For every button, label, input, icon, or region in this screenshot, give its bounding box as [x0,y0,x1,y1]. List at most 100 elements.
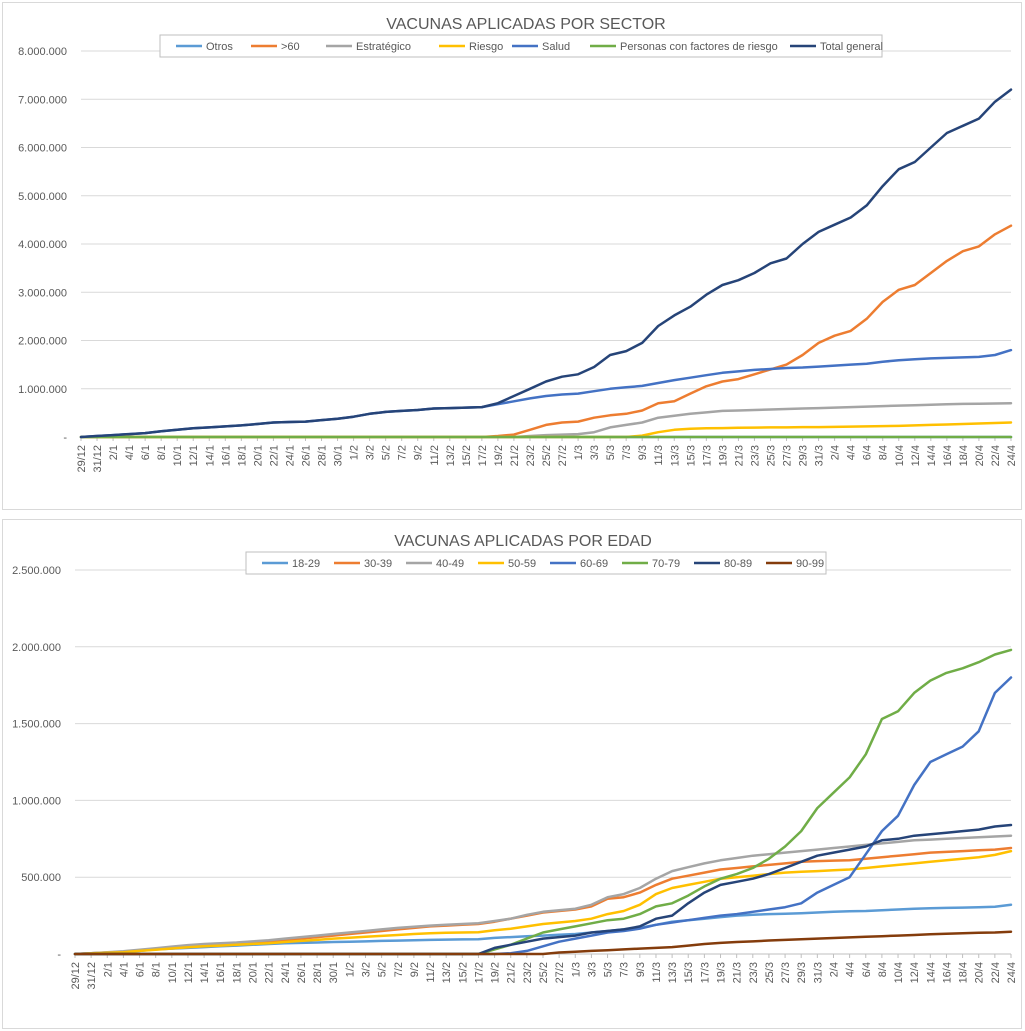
x-tick-label: 19/3 [717,445,729,466]
x-tick-label: 13/3 [667,962,679,983]
x-tick-label: 31/12 [92,445,104,473]
x-tick-label: 6/4 [862,445,874,460]
x-tick-label: 17/2 [477,445,489,466]
x-tick-label: 8/1 [156,445,168,460]
x-tick-label: 20/4 [974,962,986,983]
x-tick-label: 19/2 [490,962,502,983]
x-tick-label: 29/3 [798,445,810,466]
x-tick-label: 6/1 [135,962,147,977]
x-tick-label: 12/1 [183,962,195,983]
legend-label: 40-49 [436,558,464,570]
chart-sector: VACUNAS APLICADAS POR SECTOR - 1.000.000 2.… [18,16,1018,473]
x-tick-label: 7/3 [621,445,633,460]
y-tick-label: - [57,949,61,961]
x-tick-label: 26/1 [300,445,312,466]
x-tick-label: 29/3 [796,962,808,983]
x-tick-label: 25/3 [764,962,776,983]
x-tick-label: 20/1 [252,445,264,466]
x-tick-label: 24/4 [1006,962,1018,983]
legend-box [245,551,827,575]
x-tick-label: 17/3 [699,962,711,983]
x-tick-label: 13/3 [669,445,681,466]
legend-label: Salud [542,41,570,53]
x-tick-label: 24/4 [1006,445,1018,466]
x-tick-label: 12/1 [188,445,200,466]
x-tick-label: 13/2 [441,962,453,983]
x-tick-label: 9/2 [409,962,421,977]
x-tick-label: 31/3 [812,962,824,983]
x-tick-label: 1/3 [573,445,585,460]
x-tick-label: 10/1 [167,962,179,983]
legend-label: Personas con factores de riesgo [620,41,778,53]
legend-label: 30-39 [364,558,392,570]
legend-label: 80-89 [724,558,752,570]
x-tick-label: 15/2 [457,962,469,983]
x-tick-label: 12/4 [910,445,922,466]
x-tick-label: 10/1 [172,445,184,466]
series-line-90-99 [73,930,1013,956]
y-tick-label: 3.000.000 [18,287,67,299]
x-tick-label: 16/1 [220,445,232,466]
x-tick-label: 22/4 [990,962,1002,983]
x-tick-label: 2/1 [102,962,114,977]
x-tick-label: 19/3 [716,962,728,983]
x-tick-label: 19/2 [493,445,505,466]
x-tick-label: 1/2 [349,445,361,460]
x-tick-label: 3/2 [365,445,377,460]
x-tick-label: 5/3 [603,962,615,977]
y-tick-label: 1.000.000 [12,795,61,807]
x-tick-label: 11/2 [429,445,441,466]
x-tick-label: 25/3 [765,445,777,466]
x-tick-label: 24/1 [284,445,296,466]
x-tick-label: 30/1 [333,445,345,466]
y-tick-label: 5.000.000 [18,191,67,203]
y-tick-label: 6.000.000 [18,143,67,155]
x-tick-label: 21/3 [733,445,745,466]
x-tick-label: 5/3 [605,445,617,460]
x-tick-label: 2/4 [828,962,840,977]
x-tick-label: 7/2 [393,962,405,977]
legend-label: Estratégico [356,41,411,53]
legend-label: 50-59 [508,558,536,570]
x-tick-label: 9/2 [413,445,425,460]
y-tick-label: 2.000.000 [18,336,67,348]
y-tick-label: 1.000.000 [18,384,67,396]
y-tick-label: 2.000.000 [12,642,61,654]
x-tick-label: 20/4 [974,445,986,466]
x-tick-label: 16/4 [941,962,953,983]
x-tick-label: 31/3 [814,445,826,466]
x-tick-label: 3/3 [589,445,601,460]
x-tick-label: 13/2 [445,445,457,466]
x-tick-label: 28/1 [317,445,329,466]
series-line-total-general [79,88,1013,439]
x-tick-label: 29/12 [70,962,82,990]
x-tick-label: 1/2 [344,962,356,977]
x-tick-label: 14/4 [926,445,938,466]
chart-title: VACUNAS APLICADAS POR EDAD [394,533,652,550]
x-tick-label: 18/1 [236,445,248,466]
x-tick-label: 21/2 [506,962,518,983]
x-tick-label: 15/3 [683,962,695,983]
y-tick-label: 7.000.000 [18,94,67,106]
x-tick-label: 4/1 [124,445,136,460]
x-tick-label: 23/2 [522,962,534,983]
x-tick-label: 6/1 [140,445,152,460]
x-tick-label: 1/3 [570,962,582,977]
x-tick-label: 2/1 [108,445,120,460]
x-tick-label: 10/4 [894,445,906,466]
x-tick-label: 15/3 [685,445,697,466]
y-tick-label: 4.000.000 [18,239,67,251]
x-tick-label: 22/4 [990,445,1002,466]
x-tick-label: 14/1 [204,445,216,466]
legend-label: Otros [206,41,233,53]
x-tick-label: 26/1 [296,962,308,983]
y-tick-label: 1.500.000 [12,719,61,731]
x-tick-label: 30/1 [328,962,340,983]
x-tick-label: 27/2 [554,962,566,983]
legend-label: >60 [281,41,300,53]
x-tick-label: 8/1 [151,962,163,977]
chart-panel-sector: VACUNAS APLICADAS POR SECTOR - 1.000.000 2.… [2,2,1022,510]
x-tick-label: 14/4 [925,962,937,983]
legend-label: Total general [820,41,883,53]
x-tick-label: 4/4 [846,445,858,460]
